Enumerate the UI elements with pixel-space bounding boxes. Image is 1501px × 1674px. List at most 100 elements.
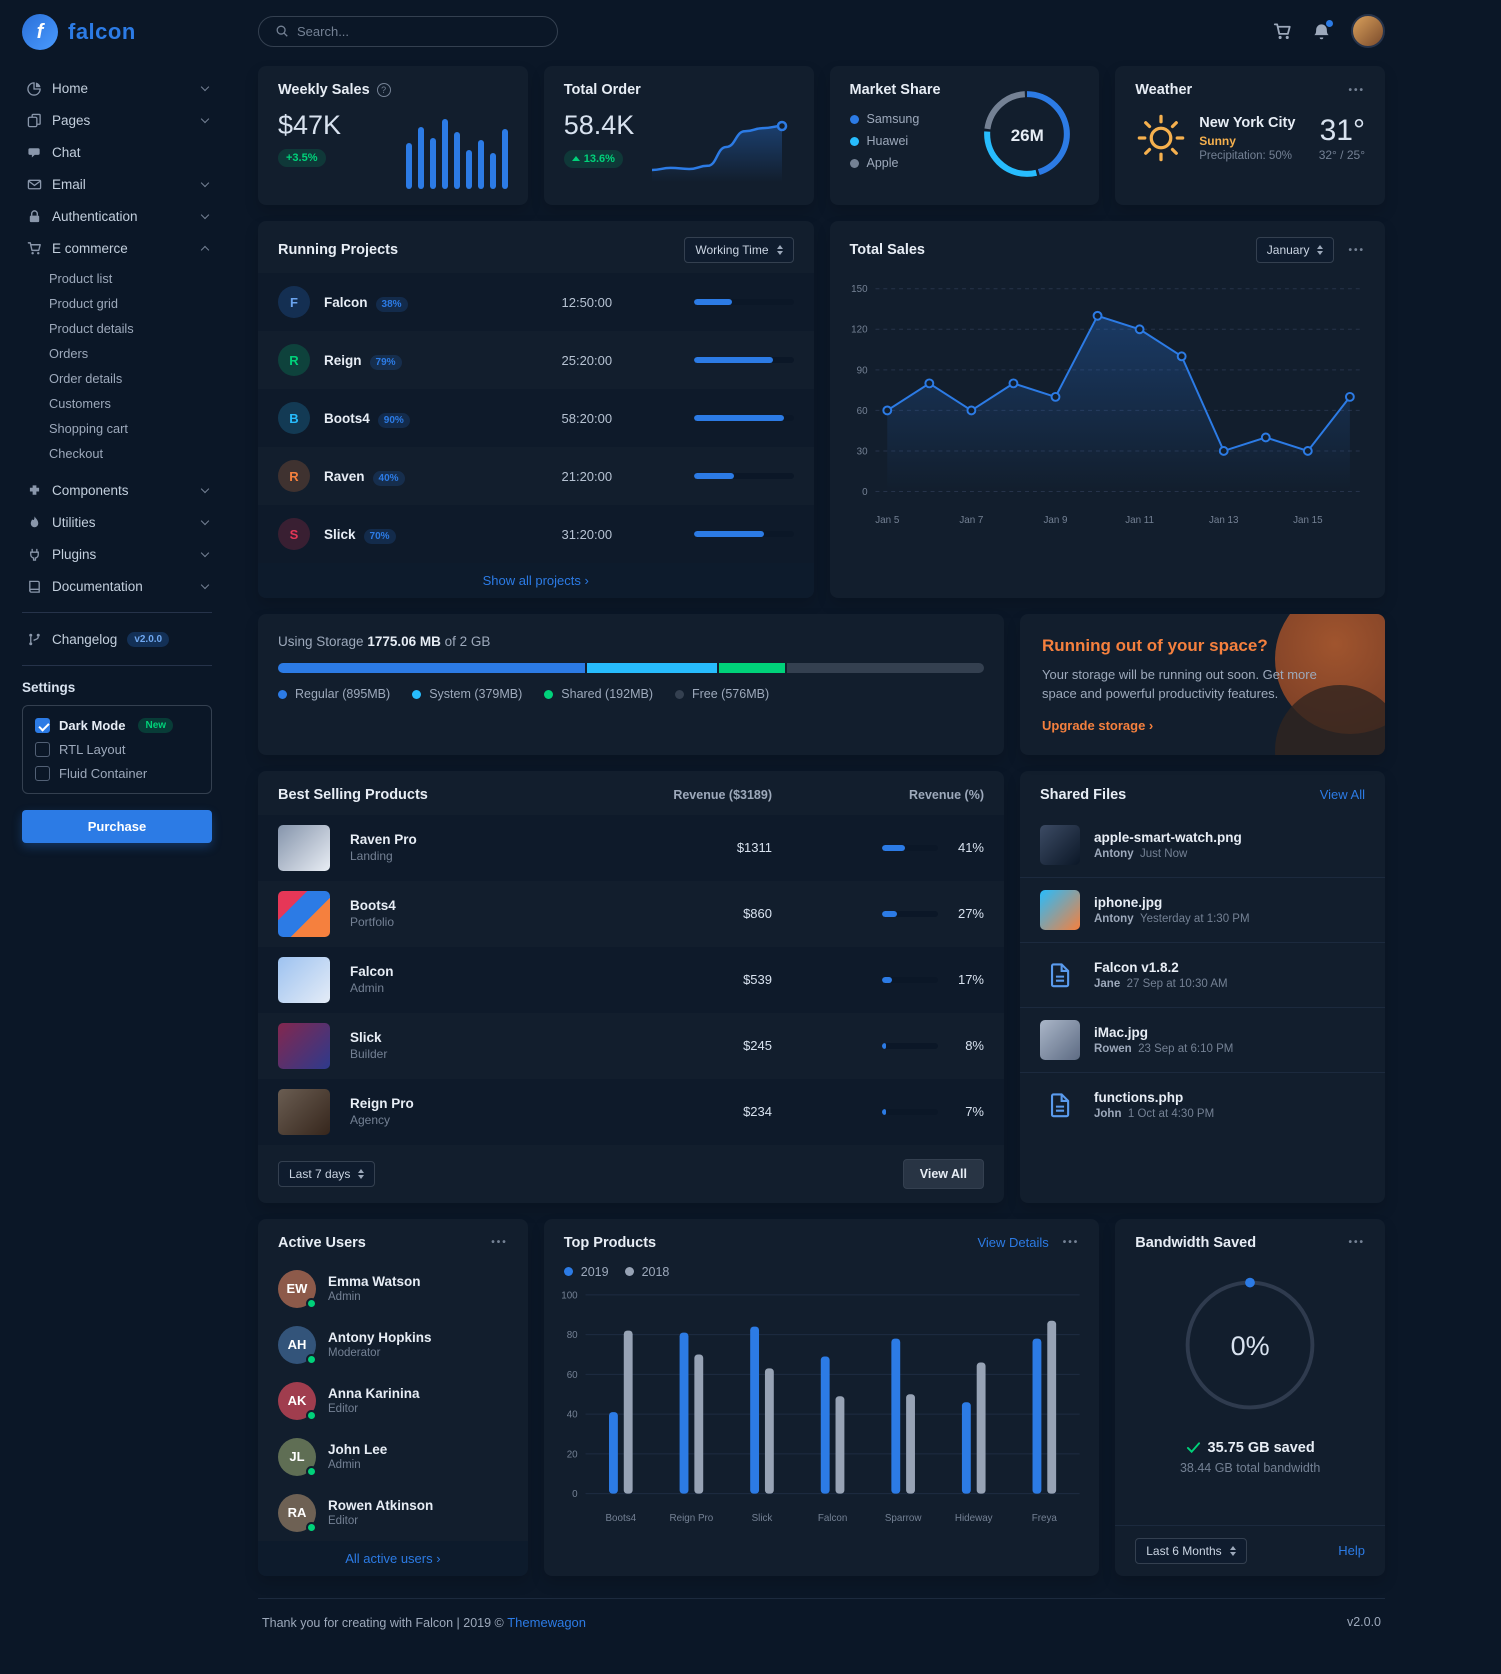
lock-icon bbox=[26, 208, 42, 224]
card-menu-icon[interactable]: ••• bbox=[1348, 244, 1365, 256]
sidebar-item-label: Chat bbox=[52, 144, 81, 160]
project-name-link[interactable]: Boots4 bbox=[324, 410, 370, 426]
plug-icon bbox=[26, 546, 42, 562]
shared-files-view-all-link[interactable]: View All bbox=[1319, 787, 1365, 803]
user-name-link[interactable]: Anna Karinina bbox=[328, 1386, 420, 1402]
sidebar-item-changelog[interactable]: Changelog v2.0.0 bbox=[22, 623, 212, 655]
file-name-link[interactable]: iMac.jpg bbox=[1094, 1024, 1149, 1040]
sidebar-item-e-commerce[interactable]: E commerce bbox=[22, 232, 212, 264]
upgrade-storage-link[interactable]: Upgrade storage › bbox=[1042, 717, 1154, 733]
weekly-sales-bar bbox=[465, 149, 472, 189]
sidebar-subitem-shopping-cart[interactable]: Shopping cart bbox=[49, 421, 128, 436]
file-name-link[interactable]: iphone.jpg bbox=[1094, 894, 1163, 910]
check-icon bbox=[1186, 1442, 1200, 1454]
month-select[interactable]: January bbox=[1255, 237, 1335, 263]
sidebar-subitem-product-list[interactable]: Product list bbox=[49, 271, 113, 286]
brand-name: falcon bbox=[68, 19, 136, 44]
falcon-logo-icon: f bbox=[22, 14, 58, 50]
cart-icon[interactable] bbox=[1273, 22, 1292, 41]
sidebar-item-chat[interactable]: Chat bbox=[22, 136, 212, 168]
user-row: AH Antony Hopkins Moderator bbox=[258, 1317, 528, 1373]
setting-option-rtl-layout[interactable]: RTL Layout bbox=[35, 742, 199, 757]
product-name-link[interactable]: Falcon bbox=[350, 964, 394, 980]
legend-item-2019[interactable]: 2019 bbox=[563, 1265, 609, 1279]
sidebar-item-components[interactable]: Components bbox=[22, 474, 212, 506]
product-row: Slick Builder $245 8% bbox=[258, 1013, 1004, 1079]
market-share-donut bbox=[984, 91, 1071, 177]
working-time-select[interactable]: Working Time bbox=[684, 237, 794, 263]
project-name-link[interactable]: Slick bbox=[324, 526, 356, 542]
sort-icon bbox=[1317, 245, 1324, 255]
sidebar-subitem-order-details[interactable]: Order details bbox=[49, 371, 123, 386]
checkbox-rtl-layout[interactable] bbox=[35, 742, 50, 757]
storage-legend-free-576mb: Free (576MB) bbox=[675, 687, 769, 701]
svg-text:Hideway: Hideway bbox=[955, 1513, 993, 1524]
sidebar-item-plugins[interactable]: Plugins bbox=[22, 538, 212, 570]
weather-card: Weather ••• New York City bbox=[1115, 66, 1385, 205]
last-7-days-select[interactable]: Last 7 days bbox=[278, 1160, 376, 1187]
search-input[interactable] bbox=[297, 23, 541, 39]
running-projects-title: Running Projects bbox=[278, 242, 399, 258]
product-name-link[interactable]: Raven Pro bbox=[350, 832, 417, 848]
sidebar-item-label: Components bbox=[52, 482, 129, 498]
last-6-months-select[interactable]: Last 6 Months bbox=[1135, 1537, 1247, 1564]
project-name-link[interactable]: Raven bbox=[324, 468, 365, 484]
setting-option-dark-mode[interactable]: Dark Mode New bbox=[35, 718, 199, 733]
card-menu-icon[interactable]: ••• bbox=[1348, 84, 1365, 96]
bell-icon[interactable] bbox=[1312, 19, 1333, 41]
project-name-link[interactable]: Reign bbox=[324, 352, 362, 368]
storage-legend-regular-895mb: Regular (895MB) bbox=[278, 687, 390, 701]
checkbox-fluid-container[interactable] bbox=[35, 766, 50, 781]
sidebar-item-email[interactable]: Email bbox=[22, 168, 212, 200]
file-name-link[interactable]: functions.php bbox=[1094, 1089, 1184, 1105]
file-icon bbox=[1040, 1085, 1080, 1125]
view-details-link[interactable]: View Details bbox=[977, 1235, 1049, 1251]
themewagon-link[interactable]: Themewagon bbox=[507, 1614, 587, 1630]
card-menu-icon[interactable]: ••• bbox=[1062, 1237, 1080, 1249]
sidebar-item-pages[interactable]: Pages bbox=[22, 104, 212, 136]
product-name-link[interactable]: Slick bbox=[350, 1030, 382, 1046]
active-users-list: EW Emma Watson Admin AH Antony Hopkins Mode… bbox=[258, 1261, 528, 1541]
help-link[interactable]: Help bbox=[1338, 1543, 1365, 1559]
legend-item-2018[interactable]: 2018 bbox=[624, 1265, 669, 1279]
product-name-link[interactable]: Boots4 bbox=[350, 898, 396, 914]
sidebar-subitem-checkout[interactable]: Checkout bbox=[49, 446, 104, 461]
sidebar-item-label: Documentation bbox=[52, 578, 143, 594]
file-icon bbox=[1040, 955, 1080, 995]
file-row: iMac.jpg Rowen 23 Sep at 6:10 PM bbox=[1020, 1006, 1385, 1072]
card-menu-icon[interactable]: ••• bbox=[1348, 1237, 1365, 1249]
chevron-down-icon bbox=[200, 580, 210, 589]
sidebar-subitem-product-details[interactable]: Product details bbox=[49, 321, 134, 336]
user-avatar[interactable] bbox=[1351, 14, 1385, 48]
search-box[interactable] bbox=[258, 15, 558, 47]
sidebar-subitem-product-grid[interactable]: Product grid bbox=[49, 296, 118, 311]
file-name-link[interactable]: apple-smart-watch.png bbox=[1094, 829, 1242, 845]
purchase-button[interactable]: Purchase bbox=[22, 810, 212, 843]
all-active-users-link[interactable]: All active users › bbox=[345, 1550, 441, 1566]
help-icon[interactable]: ? bbox=[376, 83, 391, 97]
product-name-link[interactable]: Reign Pro bbox=[350, 1096, 414, 1112]
sidebar-subitem-orders[interactable]: Orders bbox=[49, 346, 89, 361]
user-name-link[interactable]: Antony Hopkins bbox=[328, 1330, 432, 1346]
sidebar-item-authentication[interactable]: Authentication bbox=[22, 200, 212, 232]
storage-segment-shared-192mb bbox=[718, 663, 785, 673]
user-name-link[interactable]: Rowen Atkinson bbox=[328, 1498, 434, 1514]
svg-text:Jan 9: Jan 9 bbox=[1043, 515, 1067, 526]
show-all-projects-link[interactable]: Show all projects › bbox=[482, 573, 589, 588]
user-name-link[interactable]: Emma Watson bbox=[328, 1274, 421, 1290]
brand-logo[interactable]: f falcon bbox=[22, 14, 212, 50]
project-name-link[interactable]: Falcon bbox=[324, 294, 368, 310]
checkbox-dark-mode[interactable] bbox=[35, 718, 50, 733]
svg-text:Boots4: Boots4 bbox=[605, 1513, 636, 1524]
user-name-link[interactable]: John Lee bbox=[328, 1442, 388, 1458]
project-progress-bar bbox=[693, 357, 794, 363]
sidebar-item-home[interactable]: Home bbox=[22, 72, 212, 104]
sidebar-item-documentation[interactable]: Documentation bbox=[22, 570, 212, 602]
product-row: Reign Pro Agency $234 7% bbox=[258, 1078, 1004, 1145]
sidebar-subitem-customers[interactable]: Customers bbox=[49, 396, 111, 411]
card-menu-icon[interactable]: ••• bbox=[491, 1237, 508, 1249]
sidebar-item-utilities[interactable]: Utilities bbox=[22, 506, 212, 538]
view-all-button[interactable]: View All bbox=[902, 1158, 984, 1189]
setting-option-fluid-container[interactable]: Fluid Container bbox=[35, 766, 199, 781]
file-name-link[interactable]: Falcon v1.8.2 bbox=[1094, 959, 1179, 975]
